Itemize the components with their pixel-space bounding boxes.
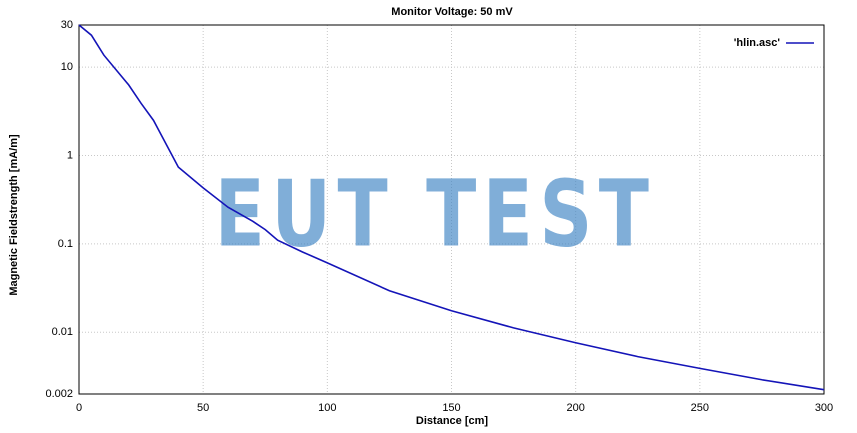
- y-tick-label: 30: [61, 19, 73, 31]
- data-line: [78, 24, 825, 391]
- x-tick-label: 150: [442, 402, 460, 414]
- x-tick-label: 300: [815, 402, 833, 414]
- x-tick-label: 250: [691, 402, 709, 414]
- x-tick-label: 0: [76, 402, 82, 414]
- y-tick-label: 1: [67, 149, 73, 161]
- chart-title: Monitor Voltage: 50 mV: [391, 6, 513, 18]
- x-tick-label: 50: [197, 402, 209, 414]
- y-tick-label: 0.1: [58, 238, 73, 250]
- y-axis-label: Magnetic Fieldstrength [mA/m]: [8, 134, 20, 296]
- y-tick-label: 0.002: [45, 388, 73, 400]
- plot-frame: [78, 24, 825, 395]
- y-tick-label: 0.01: [52, 326, 73, 338]
- watermark: EUT TEST: [215, 160, 656, 267]
- x-tick-label: 100: [318, 402, 336, 414]
- legend-label: 'hlin.asc': [734, 37, 781, 49]
- x-tick-label: 200: [566, 402, 584, 414]
- y-tick-label: 10: [61, 61, 73, 73]
- x-axis-label: Distance [cm]: [416, 415, 488, 427]
